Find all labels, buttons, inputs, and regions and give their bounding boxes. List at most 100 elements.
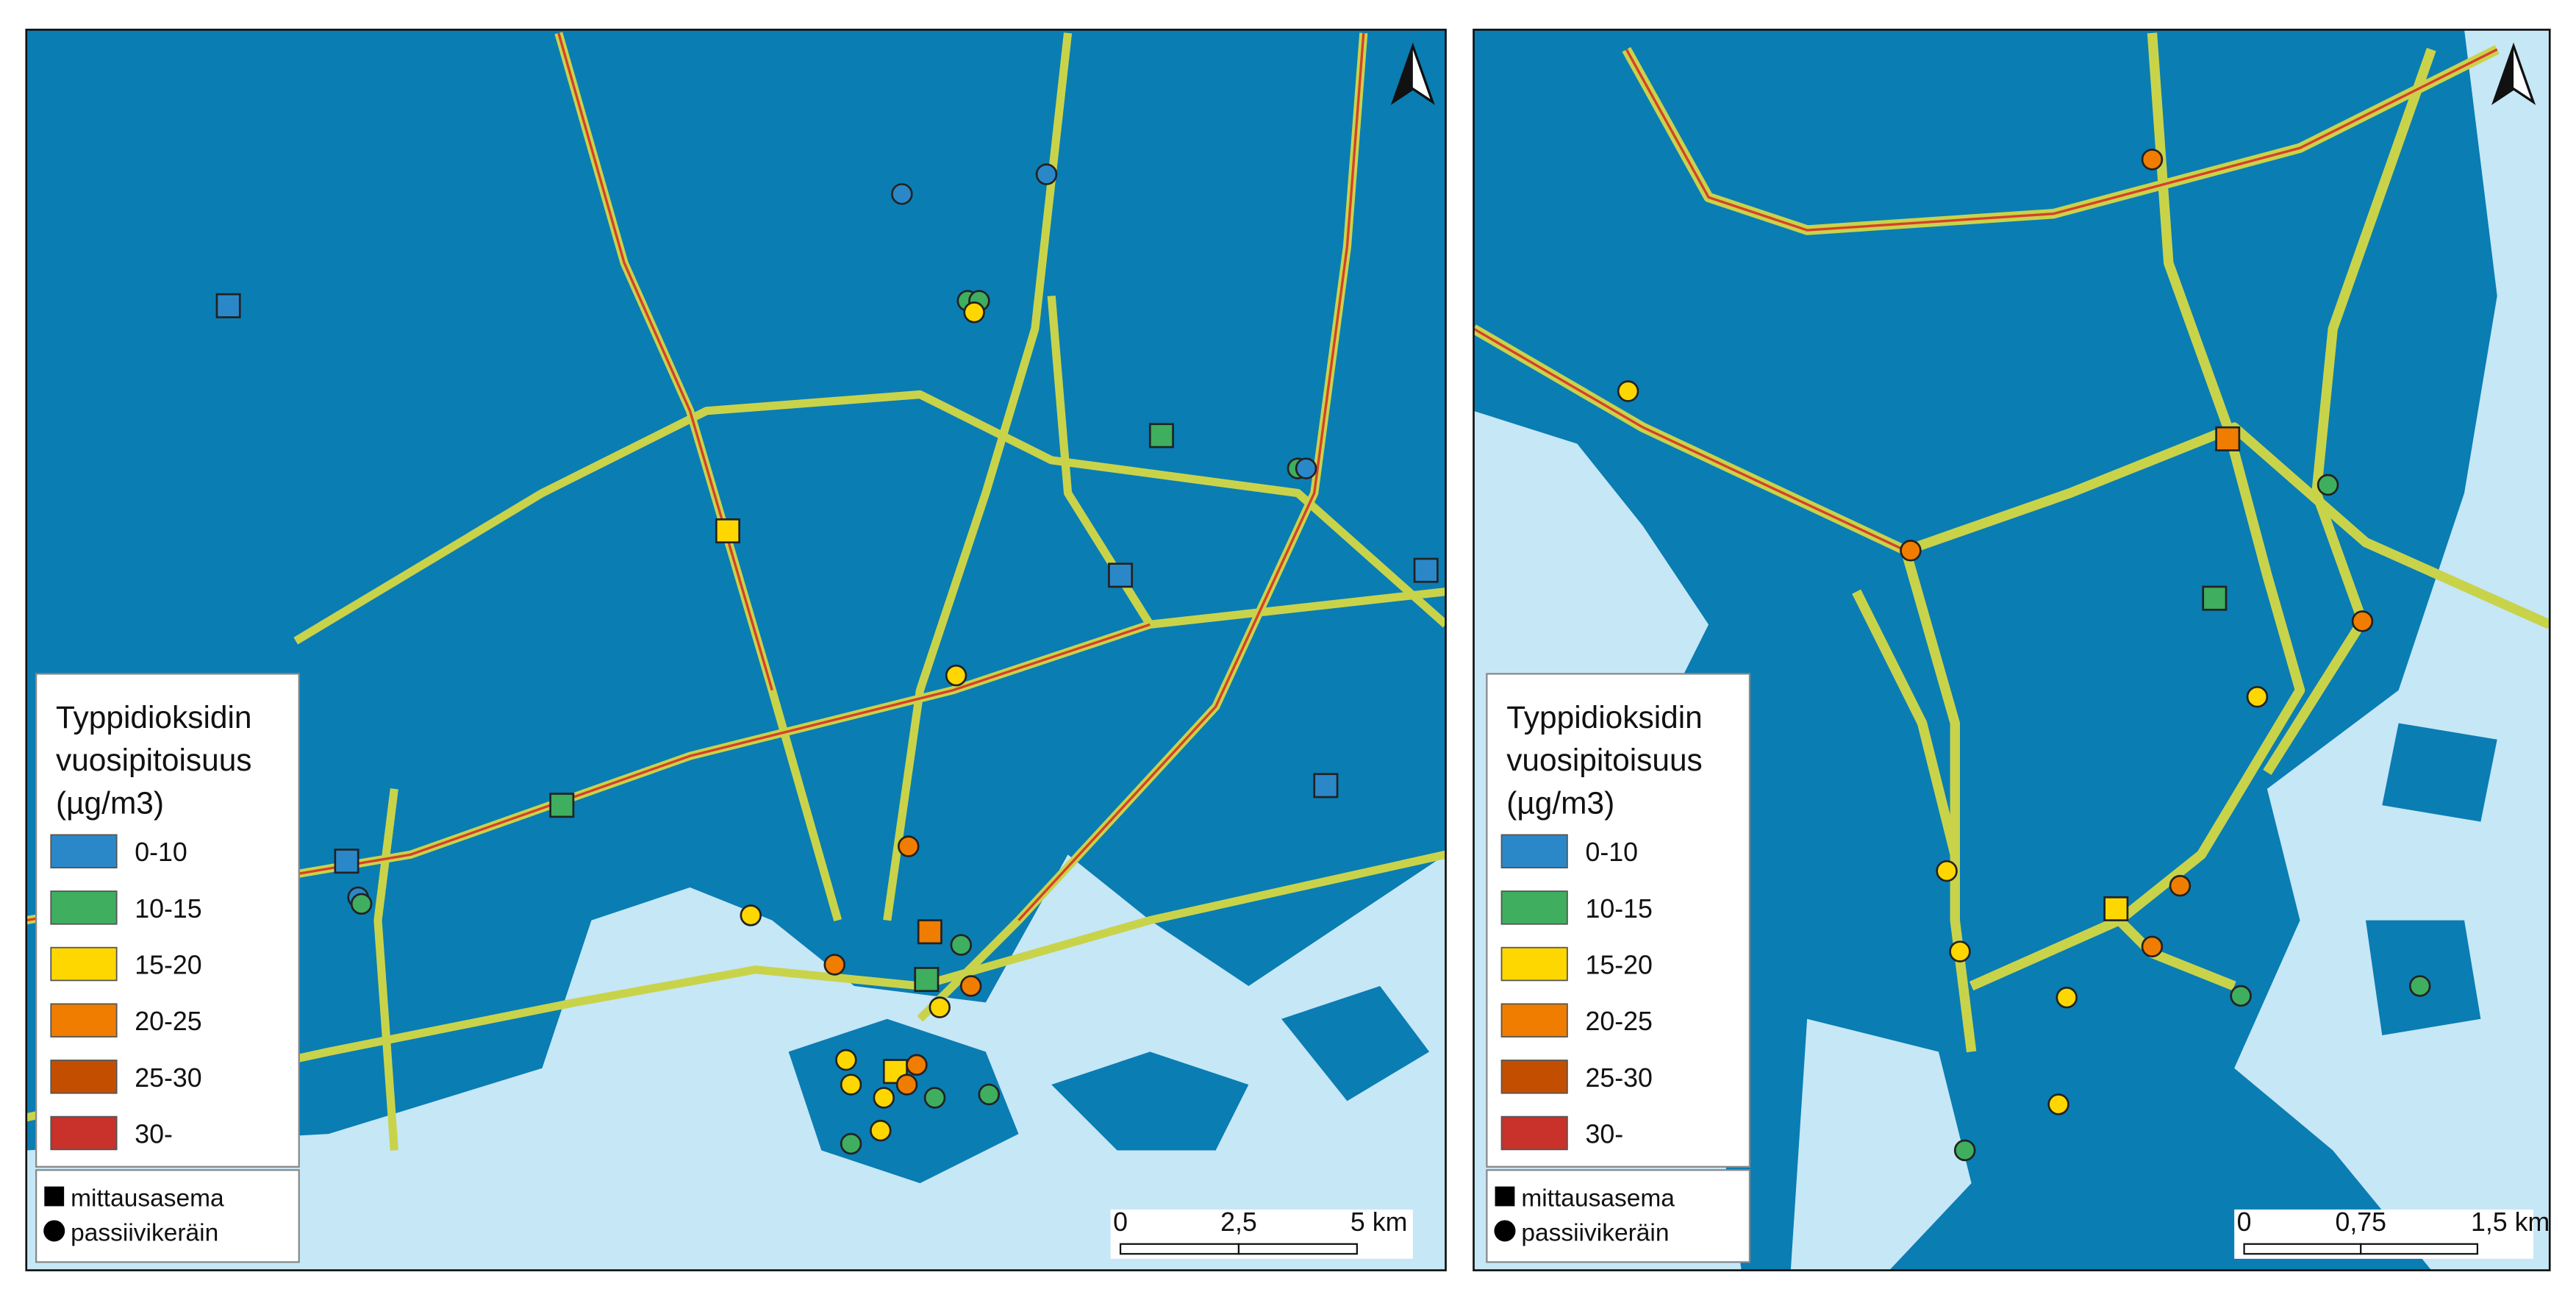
legend-swatch: [1500, 1003, 1568, 1038]
sampler-circle: [895, 1074, 918, 1096]
sampler-circle: [2141, 149, 2164, 171]
sampler-circle: [2047, 1093, 2069, 1115]
scale-bar: 0 0,75 1,5 km: [2234, 1207, 2550, 1259]
sampler-circle: [945, 664, 967, 687]
legend-label: 10-15: [1585, 894, 1652, 924]
station-square: [2103, 896, 2129, 921]
legend-title: (µg/m3): [1506, 785, 1614, 820]
scale-label: 2,5: [1220, 1207, 1257, 1237]
sampler-circle: [1936, 860, 1958, 882]
legend-swatch: [50, 1060, 118, 1094]
sampler-circle: [2169, 874, 2192, 897]
symbol-label: passiivikeräin: [1521, 1219, 1669, 1246]
legend-swatch: [1500, 1115, 1568, 1151]
station-markers: [215, 149, 2431, 1162]
station-square: [2215, 426, 2241, 451]
scale-bar: 0 2,5 5 km: [1110, 1207, 1413, 1259]
right-frame: [1473, 29, 2551, 1271]
legend-label: 0-10: [1585, 838, 1638, 867]
legend: Typpidioksidin vuosipitoisuus (µg/m3) 0-10 1…: [35, 673, 300, 1263]
sampler-circle: [350, 893, 373, 915]
sampler-circle: [2056, 986, 2078, 1009]
sampler-circle: [1900, 540, 1922, 562]
legend-title: vuosipitoisuus: [1506, 743, 1703, 777]
symbol-square: [1495, 1186, 1515, 1207]
legend-label: 25-30: [1585, 1063, 1652, 1093]
sampler-circle: [2351, 610, 2374, 632]
station-square: [1313, 773, 1339, 799]
symbol-label: mittausasema: [1521, 1185, 1675, 1212]
sampler-circle: [1295, 457, 1317, 479]
sampler-circle: [963, 301, 985, 324]
legend-swatch: [1500, 890, 1568, 925]
sampler-circle: [906, 1054, 928, 1076]
scale-half: [1119, 1243, 1240, 1255]
legend-title: Typpidioksidin: [1506, 700, 1703, 735]
legend-label: 10-15: [135, 894, 201, 924]
sampler-circle: [929, 996, 951, 1018]
left-frame: [25, 29, 1447, 1271]
legend-label: 25-30: [135, 1063, 201, 1093]
station-square: [1413, 557, 1439, 583]
scale-label: 0: [1113, 1207, 1128, 1237]
station-square: [914, 967, 940, 993]
sampler-circle: [898, 835, 920, 857]
sampler-circle: [1035, 163, 1058, 185]
station-square: [215, 293, 241, 318]
sampler-circle: [891, 183, 913, 205]
scale-label: 0: [2237, 1207, 2252, 1237]
legend-swatch: [1500, 946, 1568, 982]
legend-label: 15-20: [1585, 950, 1652, 979]
scale-label: 1,5 km: [2471, 1207, 2550, 1237]
legend-swatch: [50, 946, 118, 982]
scale-half: [2243, 1243, 2362, 1255]
sampler-circle: [1617, 380, 1639, 402]
scale-half: [1237, 1243, 1358, 1255]
station-square: [2202, 585, 2228, 611]
sampler-circle: [2230, 985, 2252, 1007]
sampler-circle: [870, 1119, 892, 1142]
sampler-circle: [978, 1083, 1001, 1106]
sampler-circle: [2141, 935, 2164, 958]
legend-label: 20-25: [135, 1007, 201, 1036]
sampler-circle: [873, 1087, 895, 1109]
sampler-circle: [950, 934, 973, 956]
scale-label: 0,75: [2335, 1207, 2386, 1237]
legend: Typpidioksidin vuosipitoisuus (µg/m3) 0-10 1…: [1486, 673, 1751, 1263]
scale-label: 5 km: [1350, 1207, 1407, 1237]
symbol-box: [35, 1169, 300, 1263]
sampler-circle: [835, 1049, 857, 1071]
legend-title: Typpidioksidin: [56, 700, 252, 735]
sampler-circle: [923, 1087, 946, 1109]
legends: Typpidioksidin vuosipitoisuus (µg/m3) 0-10 1…: [35, 673, 2550, 1263]
sampler-circle: [2246, 685, 2269, 708]
station-square: [1148, 423, 1174, 449]
station-square: [549, 793, 575, 818]
legend-label: 20-25: [1585, 1007, 1652, 1036]
sampler-circle: [2316, 474, 2339, 496]
sampler-circle: [1953, 1139, 1976, 1162]
legend-swatch: [50, 890, 118, 925]
sampler-circle: [2408, 975, 2431, 997]
legend-swatch: [50, 1115, 118, 1151]
station-square: [917, 919, 942, 945]
sampler-circle: [840, 1074, 862, 1096]
legend-swatch: [1500, 1060, 1568, 1094]
legend-title: (µg/m3): [56, 785, 164, 820]
sampler-circle: [840, 1132, 862, 1155]
legend-swatch: [1500, 834, 1568, 868]
symbol-circle: [1494, 1220, 1516, 1242]
sampler-circle: [1949, 940, 1971, 963]
sampler-circle: [740, 904, 762, 926]
legend-label: 30-: [1585, 1119, 1623, 1149]
station-square: [1108, 562, 1134, 588]
legend-label: 0-10: [135, 838, 187, 867]
sampler-circle: [959, 975, 982, 997]
station-square: [715, 518, 740, 543]
legend-swatch: [50, 834, 118, 868]
legend-label: 15-20: [135, 950, 201, 979]
sampler-circle: [823, 954, 845, 976]
symbol-label: passiivikeräin: [71, 1219, 218, 1246]
